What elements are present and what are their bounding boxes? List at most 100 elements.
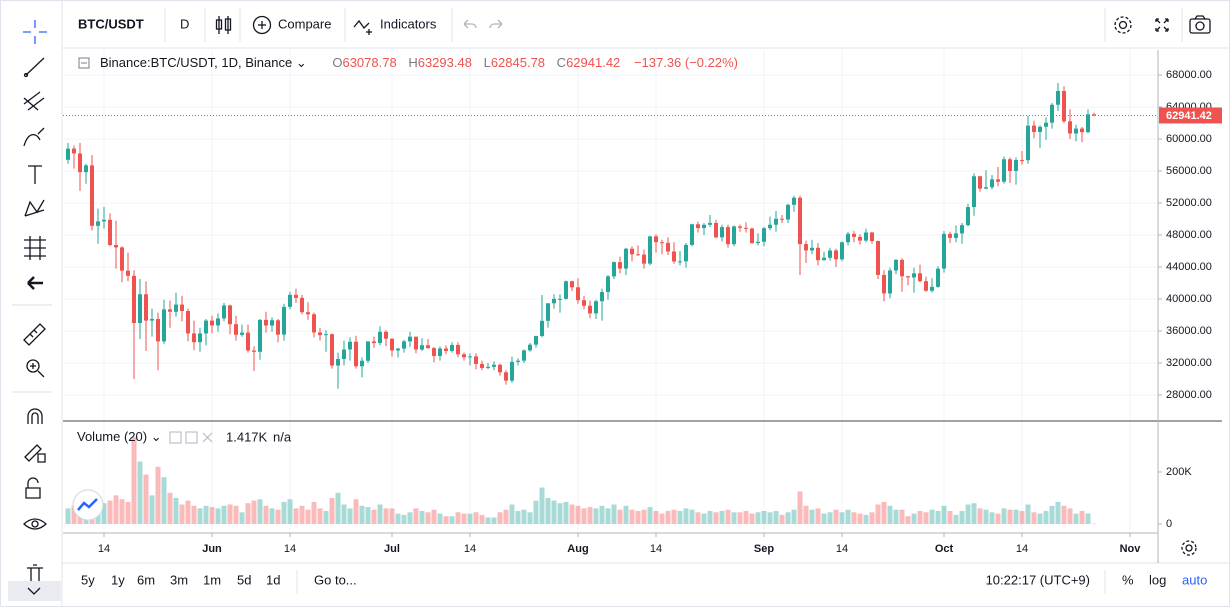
interval[interactable]: D xyxy=(180,16,189,31)
x-tick-label: Aug xyxy=(567,543,588,555)
scale-button[interactable]: % xyxy=(1122,572,1134,587)
volume-bar xyxy=(545,497,551,525)
candle-body xyxy=(744,227,748,229)
volume-legend: Volume (20) ⌄ xyxy=(77,429,162,444)
volume-title[interactable]: Volume (20) xyxy=(77,429,147,444)
volume-bar xyxy=(707,510,713,525)
volume-bar xyxy=(761,510,767,525)
measure-tool[interactable] xyxy=(23,323,46,346)
volume-bar xyxy=(755,512,761,525)
indicators-button[interactable]: Indicators xyxy=(380,16,437,31)
magnet-tool[interactable] xyxy=(27,408,43,424)
brush-tool[interactable] xyxy=(23,127,45,147)
lock-tool[interactable] xyxy=(25,477,41,499)
candle-body xyxy=(270,320,274,326)
volume-bar xyxy=(959,510,965,525)
snapshot-button[interactable] xyxy=(1189,15,1211,34)
candle-body xyxy=(186,311,190,334)
volume-bar xyxy=(191,505,197,525)
candle-body xyxy=(522,350,526,361)
volume-bar xyxy=(683,508,689,525)
volume-bar xyxy=(767,512,773,525)
volume-bar xyxy=(125,501,131,525)
range-button[interactable]: 1d xyxy=(266,572,280,587)
candle-body xyxy=(276,320,280,335)
scale-button[interactable]: auto xyxy=(1182,572,1207,587)
candle-body xyxy=(1014,160,1018,171)
candle-body xyxy=(690,224,694,245)
undo-redo[interactable] xyxy=(463,19,503,29)
low-label: L xyxy=(484,55,491,70)
x-tick-label: 14 xyxy=(1016,543,1028,555)
back-arrow[interactable] xyxy=(27,276,43,290)
volume-bar xyxy=(737,512,743,525)
range-button[interactable]: 5y xyxy=(81,572,95,587)
zoom-tool[interactable] xyxy=(26,359,45,378)
y-tick-label: 48000.00 xyxy=(1166,229,1212,241)
volume-bar xyxy=(419,510,425,525)
volume-bar xyxy=(689,509,695,525)
x-tick-label: Sep xyxy=(754,543,774,555)
volume-bar xyxy=(491,517,497,525)
y-tick-label: 56000.00 xyxy=(1166,165,1212,177)
volume-bar xyxy=(479,514,485,525)
gann-fib-tool[interactable] xyxy=(23,91,45,111)
fullscreen-button[interactable] xyxy=(1155,18,1169,32)
volume-bar xyxy=(1007,509,1013,525)
time-axis-settings[interactable] xyxy=(1181,540,1197,556)
candle-body xyxy=(804,244,808,251)
scale-button[interactable]: log xyxy=(1149,572,1166,587)
volume-bar xyxy=(407,512,413,525)
y-tick-label: 44000.00 xyxy=(1166,261,1212,273)
candle-body xyxy=(840,242,844,260)
symbol[interactable]: BTC/USDT xyxy=(78,16,144,31)
range-button[interactable]: 1y xyxy=(111,572,125,587)
symbol-title[interactable]: Binance:BTC/USDT, 1D, Binance xyxy=(100,55,292,70)
candle-body xyxy=(456,344,460,355)
volume-bar xyxy=(851,512,857,525)
volume-bar xyxy=(497,512,503,525)
volume-bar xyxy=(647,507,653,525)
volume-bar xyxy=(947,510,953,525)
prediction-tool[interactable] xyxy=(24,236,46,260)
range-button[interactable]: 1m xyxy=(203,572,221,587)
volume-bar xyxy=(203,505,209,525)
compare-icon[interactable] xyxy=(252,15,272,35)
volume-bar xyxy=(359,505,365,525)
volume-bar xyxy=(461,513,467,525)
collapse-button[interactable] xyxy=(8,581,61,601)
candle-body xyxy=(1086,114,1090,133)
lock-drawing-tool[interactable] xyxy=(24,444,46,463)
candle-body xyxy=(738,226,742,228)
volume-legend-buttons[interactable] xyxy=(169,431,213,444)
collapse-legend[interactable] xyxy=(78,57,90,69)
volume-bar xyxy=(665,510,671,525)
volume-bar xyxy=(1085,513,1091,525)
range-button[interactable]: 6m xyxy=(137,572,155,587)
text-tool[interactable] xyxy=(28,165,42,184)
candle-body xyxy=(162,309,166,342)
candle-body xyxy=(954,233,958,238)
range-button[interactable]: 5d xyxy=(237,572,251,587)
crosshair-tool[interactable] xyxy=(23,20,47,44)
candle-body xyxy=(576,287,580,301)
goto-button[interactable]: Go to... xyxy=(314,572,357,587)
volume-bar xyxy=(341,504,347,525)
compare-button[interactable]: Compare xyxy=(278,16,331,31)
trend-line-tool[interactable] xyxy=(23,57,45,78)
volume-bar xyxy=(161,477,167,525)
volume-bar xyxy=(167,492,173,525)
pattern-tool[interactable] xyxy=(24,199,45,217)
candle-body xyxy=(510,361,514,381)
range-button[interactable]: 3m xyxy=(170,572,188,587)
chart-style-button[interactable] xyxy=(215,16,232,34)
volume-bar xyxy=(113,495,119,525)
y-tick-label: 60000.00 xyxy=(1166,133,1212,145)
indicators-icon[interactable] xyxy=(353,19,372,35)
visibility-tool[interactable] xyxy=(23,518,47,530)
candle-body xyxy=(1050,104,1054,123)
volume-bar xyxy=(449,516,455,525)
volume-bar xyxy=(569,504,575,525)
volume-bar xyxy=(317,508,323,525)
settings-button[interactable] xyxy=(1114,16,1132,34)
